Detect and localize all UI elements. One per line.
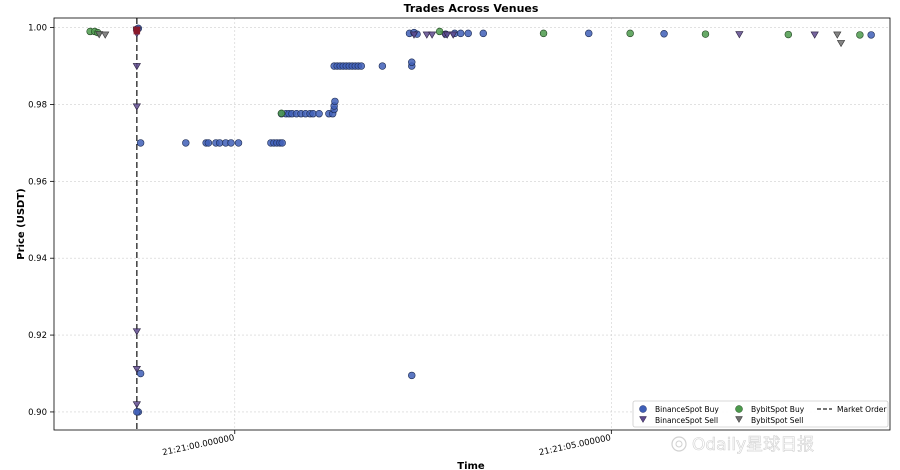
data-point xyxy=(132,365,141,374)
series-bybitspot-buy xyxy=(86,27,864,118)
data-point xyxy=(408,371,416,380)
data-point xyxy=(701,30,710,38)
data-point xyxy=(234,139,243,147)
data-point xyxy=(810,31,819,39)
data-point xyxy=(443,31,452,39)
legend-marker-binance-sell xyxy=(639,416,647,423)
data-point xyxy=(833,31,842,39)
data-point xyxy=(856,31,864,39)
y-tick-label: 0.92 xyxy=(28,331,47,341)
data-point xyxy=(479,29,487,38)
overlap-cluster xyxy=(133,26,141,35)
legend: BinanceSpot Buy BinanceSpot Sell BybitSp… xyxy=(632,400,889,428)
legend-label-bybit-sell: BybitSpot Sell xyxy=(751,416,803,425)
x-axis-label: Time xyxy=(457,461,485,470)
data-point xyxy=(408,58,416,66)
data-point xyxy=(836,40,846,48)
y-tick-label: 0.98 xyxy=(28,100,47,110)
y-tick-label: 0.96 xyxy=(28,177,47,187)
data-point xyxy=(133,408,141,416)
data-point xyxy=(132,401,141,409)
y-tick-label: 0.94 xyxy=(28,254,47,264)
legend-marker-binance-buy xyxy=(639,405,647,413)
y-tick-label: 0.90 xyxy=(28,408,47,418)
data-point xyxy=(331,97,339,106)
legend-box xyxy=(632,400,889,428)
legend-label-bybit-buy: BybitSpot Buy xyxy=(751,405,805,414)
plot-area-frame xyxy=(53,17,891,431)
data-point xyxy=(457,29,465,38)
data-point xyxy=(182,139,190,147)
data-point xyxy=(315,109,323,118)
data-point xyxy=(132,328,141,336)
chart-title: Trades Across Venues xyxy=(404,2,539,15)
data-point xyxy=(867,31,875,39)
data-point xyxy=(539,29,548,38)
data-point xyxy=(277,109,286,118)
data-point xyxy=(409,31,419,39)
data-point xyxy=(95,31,104,39)
odaily-logo-icon xyxy=(671,436,687,452)
y-axis: 0.90 0.92 0.94 0.96 0.98 1.00 xyxy=(28,24,54,418)
legend-label-market-order: Market Order xyxy=(837,405,887,414)
data-point xyxy=(132,103,141,111)
watermark-text: Odaily星球日报 xyxy=(692,435,814,455)
data-point xyxy=(132,63,141,71)
data-point xyxy=(435,27,444,36)
data-point xyxy=(101,31,110,39)
data-point xyxy=(136,139,145,147)
data-point xyxy=(422,31,431,39)
data-point xyxy=(427,31,437,39)
data-point xyxy=(357,62,365,70)
legend-marker-bybit-buy xyxy=(735,405,743,413)
y-tick-label: 1.00 xyxy=(28,24,47,34)
data-point xyxy=(378,62,387,70)
legend-marker-bybit-sell xyxy=(735,416,743,423)
watermark: Odaily星球日报 xyxy=(671,435,814,455)
data-points xyxy=(86,24,875,416)
legend-label-binance-buy: BinanceSpot Buy xyxy=(655,405,719,414)
data-point xyxy=(449,31,458,39)
data-point xyxy=(278,139,286,147)
data-point xyxy=(585,29,593,38)
data-point xyxy=(735,31,744,39)
data-point xyxy=(464,29,472,38)
y-axis-label: Price (USDT) xyxy=(16,188,27,259)
data-point xyxy=(204,139,213,147)
data-point xyxy=(626,29,634,38)
data-point xyxy=(784,30,793,39)
data-point xyxy=(660,30,668,38)
data-point xyxy=(227,139,235,147)
data-point xyxy=(136,369,145,378)
legend-label-binance-sell: BinanceSpot Sell xyxy=(655,416,718,425)
data-point xyxy=(133,30,141,35)
